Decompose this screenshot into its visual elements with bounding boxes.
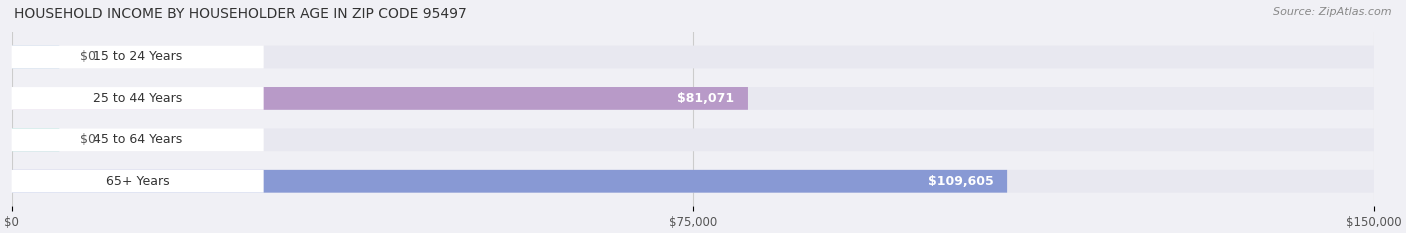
Text: $81,071: $81,071 (678, 92, 734, 105)
Text: $0: $0 (80, 51, 96, 63)
FancyBboxPatch shape (11, 128, 264, 151)
FancyBboxPatch shape (11, 170, 1007, 193)
FancyBboxPatch shape (11, 46, 1374, 68)
Text: $0: $0 (80, 133, 96, 146)
FancyBboxPatch shape (11, 170, 264, 193)
Text: Source: ZipAtlas.com: Source: ZipAtlas.com (1274, 7, 1392, 17)
Text: HOUSEHOLD INCOME BY HOUSEHOLDER AGE IN ZIP CODE 95497: HOUSEHOLD INCOME BY HOUSEHOLDER AGE IN Z… (14, 7, 467, 21)
FancyBboxPatch shape (11, 87, 748, 110)
FancyBboxPatch shape (11, 128, 59, 151)
Text: 45 to 64 Years: 45 to 64 Years (93, 133, 183, 146)
FancyBboxPatch shape (11, 46, 264, 68)
FancyBboxPatch shape (11, 128, 1374, 151)
FancyBboxPatch shape (11, 87, 1374, 110)
FancyBboxPatch shape (11, 46, 59, 68)
FancyBboxPatch shape (11, 87, 264, 110)
Text: 15 to 24 Years: 15 to 24 Years (93, 51, 183, 63)
FancyBboxPatch shape (11, 170, 1374, 193)
Text: 65+ Years: 65+ Years (105, 175, 170, 188)
Text: 25 to 44 Years: 25 to 44 Years (93, 92, 183, 105)
Text: $109,605: $109,605 (928, 175, 994, 188)
